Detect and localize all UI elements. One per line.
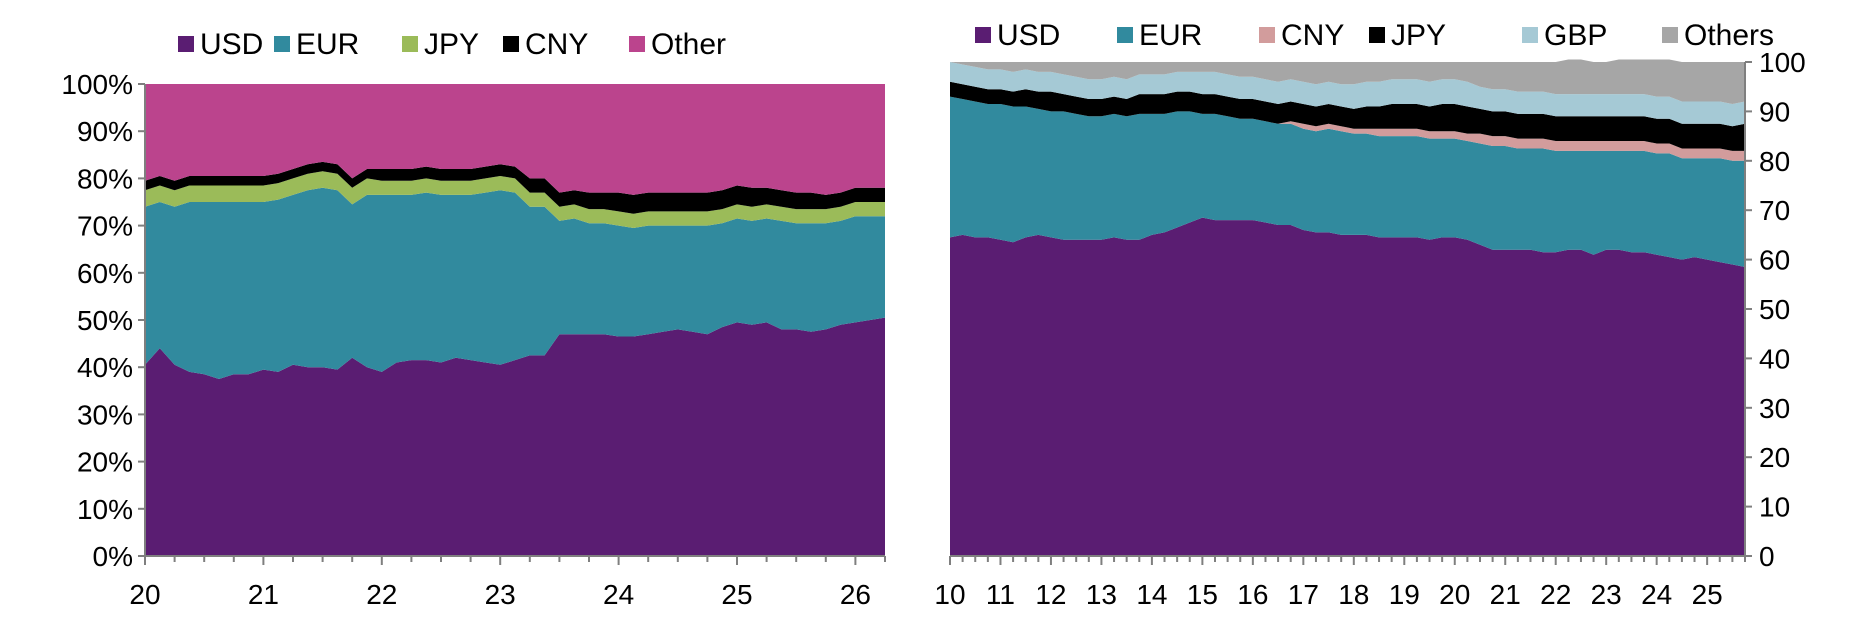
chart-1: 0% 10% 20% 30% 40% 50% 60% 70% 80% 90% 100% 20 21 22 2…: [61, 28, 886, 610]
y-tick-label: 50%: [77, 305, 133, 336]
x-tick-label: 20: [129, 579, 160, 610]
y-tick-label: 100%: [61, 69, 133, 100]
legend-item-eur: EUR: [274, 28, 359, 61]
legend-swatch: [503, 36, 519, 52]
legend-item-gbp: GBP: [1522, 19, 1607, 52]
area-usd: [950, 217, 1745, 556]
y-tick-label: 40: [1759, 343, 1790, 374]
legend-item-eur: EUR: [1117, 19, 1202, 52]
area-other: [145, 84, 885, 195]
legend-swatch: [178, 36, 194, 52]
legend-item-usd: USD: [178, 28, 263, 61]
x-tick-label: 13: [1086, 579, 1117, 610]
area-cny: [145, 161, 885, 214]
legend-label: Other: [651, 28, 726, 61]
area-usd: [145, 317, 885, 556]
legend-item-other: Other: [629, 28, 726, 61]
y-tick-label: 30%: [77, 399, 133, 430]
legend-swatch: [629, 36, 645, 52]
x-tick-label: 16: [1237, 579, 1268, 610]
legend-swatch: [1117, 27, 1133, 43]
y-tick-label: 60%: [77, 258, 133, 289]
legend: USD EUR JPY CNY Other: [178, 28, 726, 61]
y-tick-label: 40%: [77, 352, 133, 383]
y-tick-label: 0%: [93, 541, 133, 572]
chart-2: 0 10 20 30 40 50 60 70 80 90 100 10 11 12 13 14 15 16 17 18…: [934, 19, 1805, 610]
legend-swatch: [1662, 27, 1678, 43]
legend-swatch: [1522, 27, 1538, 43]
y-tick-label: 20%: [77, 447, 133, 478]
x-tick-label: 17: [1288, 579, 1319, 610]
x-tick-label: 23: [485, 579, 516, 610]
y-tick-label: 20: [1759, 442, 1790, 473]
area-others: [950, 59, 1745, 104]
legend-swatch: [274, 36, 290, 52]
legend-item-jpy: JPY: [402, 28, 479, 61]
y-tick-label: 80: [1759, 146, 1790, 177]
area-eur: [145, 187, 885, 379]
x-tick-label: 22: [366, 579, 397, 610]
x-tick-label: 12: [1035, 579, 1066, 610]
legend-label: JPY: [424, 28, 479, 61]
y-tick-label: 50: [1759, 294, 1790, 325]
y-tick-label: 10: [1759, 492, 1790, 523]
x-tick-label: 24: [603, 579, 634, 610]
x-tick-label: 21: [1490, 579, 1521, 610]
legend-label: CNY: [1281, 19, 1344, 52]
x-tick-label: 14: [1136, 579, 1167, 610]
legend-label: USD: [200, 28, 263, 61]
x-tick-label: 19: [1389, 579, 1420, 610]
x-tick-label: 25: [1692, 579, 1723, 610]
y-tick-label: 0: [1759, 541, 1775, 572]
legend-label: USD: [997, 19, 1060, 52]
y-tick-label: 100: [1759, 47, 1806, 78]
area-jpy: [145, 171, 885, 228]
legend-swatch: [975, 27, 991, 43]
x-tick-label: 24: [1641, 579, 1672, 610]
x-tick-label: 23: [1591, 579, 1622, 610]
x-tick-label: 22: [1540, 579, 1571, 610]
y-tick-label: 90: [1759, 96, 1790, 127]
y-tick-label: 30: [1759, 393, 1790, 424]
legend-swatch: [1369, 27, 1385, 43]
legend-label: EUR: [1139, 19, 1202, 52]
y-tick-label: 90%: [77, 116, 133, 147]
legend-item-others: Others: [1662, 19, 1774, 52]
x-tick-label: 15: [1187, 579, 1218, 610]
legend-label: Others: [1684, 19, 1774, 52]
legend-label: GBP: [1544, 19, 1607, 52]
area-gbp: [950, 62, 1745, 127]
legend-swatch: [1259, 27, 1275, 43]
x-tick-label: 21: [248, 579, 279, 610]
y-tick-label: 10%: [77, 494, 133, 525]
area-cny: [950, 96, 1745, 161]
x-tick-label: 10: [934, 579, 965, 610]
legend-swatch: [402, 36, 418, 52]
legend: USD EUR CNY JPY GBP Others: [975, 19, 1774, 52]
area-eur: [950, 96, 1745, 267]
x-tick-label: 26: [840, 579, 871, 610]
y-tick-label: 70%: [77, 211, 133, 242]
legend-item-jpy: JPY: [1369, 19, 1446, 52]
legend-label: EUR: [296, 28, 359, 61]
x-tick-label: 18: [1338, 579, 1369, 610]
area-jpy: [950, 81, 1745, 151]
x-tick-label: 20: [1439, 579, 1470, 610]
legend-item-cny: CNY: [1259, 19, 1344, 52]
y-tick-label: 70: [1759, 195, 1790, 226]
legend-item-cny: CNY: [503, 28, 588, 61]
legend-label: JPY: [1391, 19, 1446, 52]
x-tick-label: 25: [721, 579, 752, 610]
x-tick-label: 11: [986, 579, 1015, 610]
legend-item-usd: USD: [975, 19, 1060, 52]
y-tick-label: 60: [1759, 245, 1790, 276]
legend-label: CNY: [525, 28, 588, 61]
y-tick-label: 80%: [77, 163, 133, 194]
